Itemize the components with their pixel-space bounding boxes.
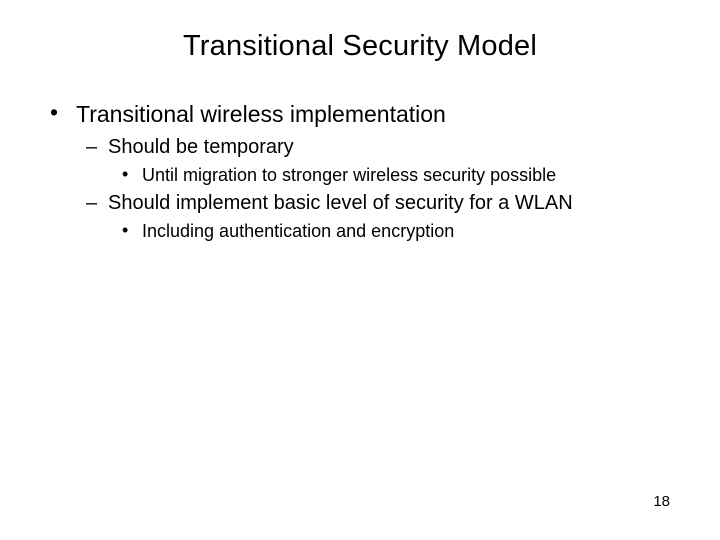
bullet-list-lvl3: Until migration to stronger wireless sec… bbox=[122, 165, 680, 186]
list-item-text: Should be temporary bbox=[108, 136, 294, 158]
slide: Transitional Security Model Transitional… bbox=[0, 0, 720, 540]
bullet-list-lvl2: Should be temporary Until migration to s… bbox=[86, 136, 680, 242]
list-item: Should implement basic level of security… bbox=[86, 192, 680, 242]
slide-title: Transitional Security Model bbox=[40, 30, 680, 63]
list-item-text: Should implement basic level of security… bbox=[108, 192, 573, 214]
list-item: Should be temporary Until migration to s… bbox=[86, 136, 680, 186]
bullet-list-lvl3: Including authentication and encryption bbox=[122, 221, 680, 242]
list-item-text: Transitional wireless implementation bbox=[76, 101, 446, 127]
list-item-text: Until migration to stronger wireless sec… bbox=[142, 165, 556, 185]
list-item: Transitional wireless implementation Sho… bbox=[50, 101, 680, 242]
bullet-list-lvl1: Transitional wireless implementation Sho… bbox=[50, 101, 680, 242]
list-item: Until migration to stronger wireless sec… bbox=[122, 165, 680, 186]
list-item-text: Including authentication and encryption bbox=[142, 221, 454, 241]
list-item: Including authentication and encryption bbox=[122, 221, 680, 242]
page-number: 18 bbox=[653, 493, 670, 510]
